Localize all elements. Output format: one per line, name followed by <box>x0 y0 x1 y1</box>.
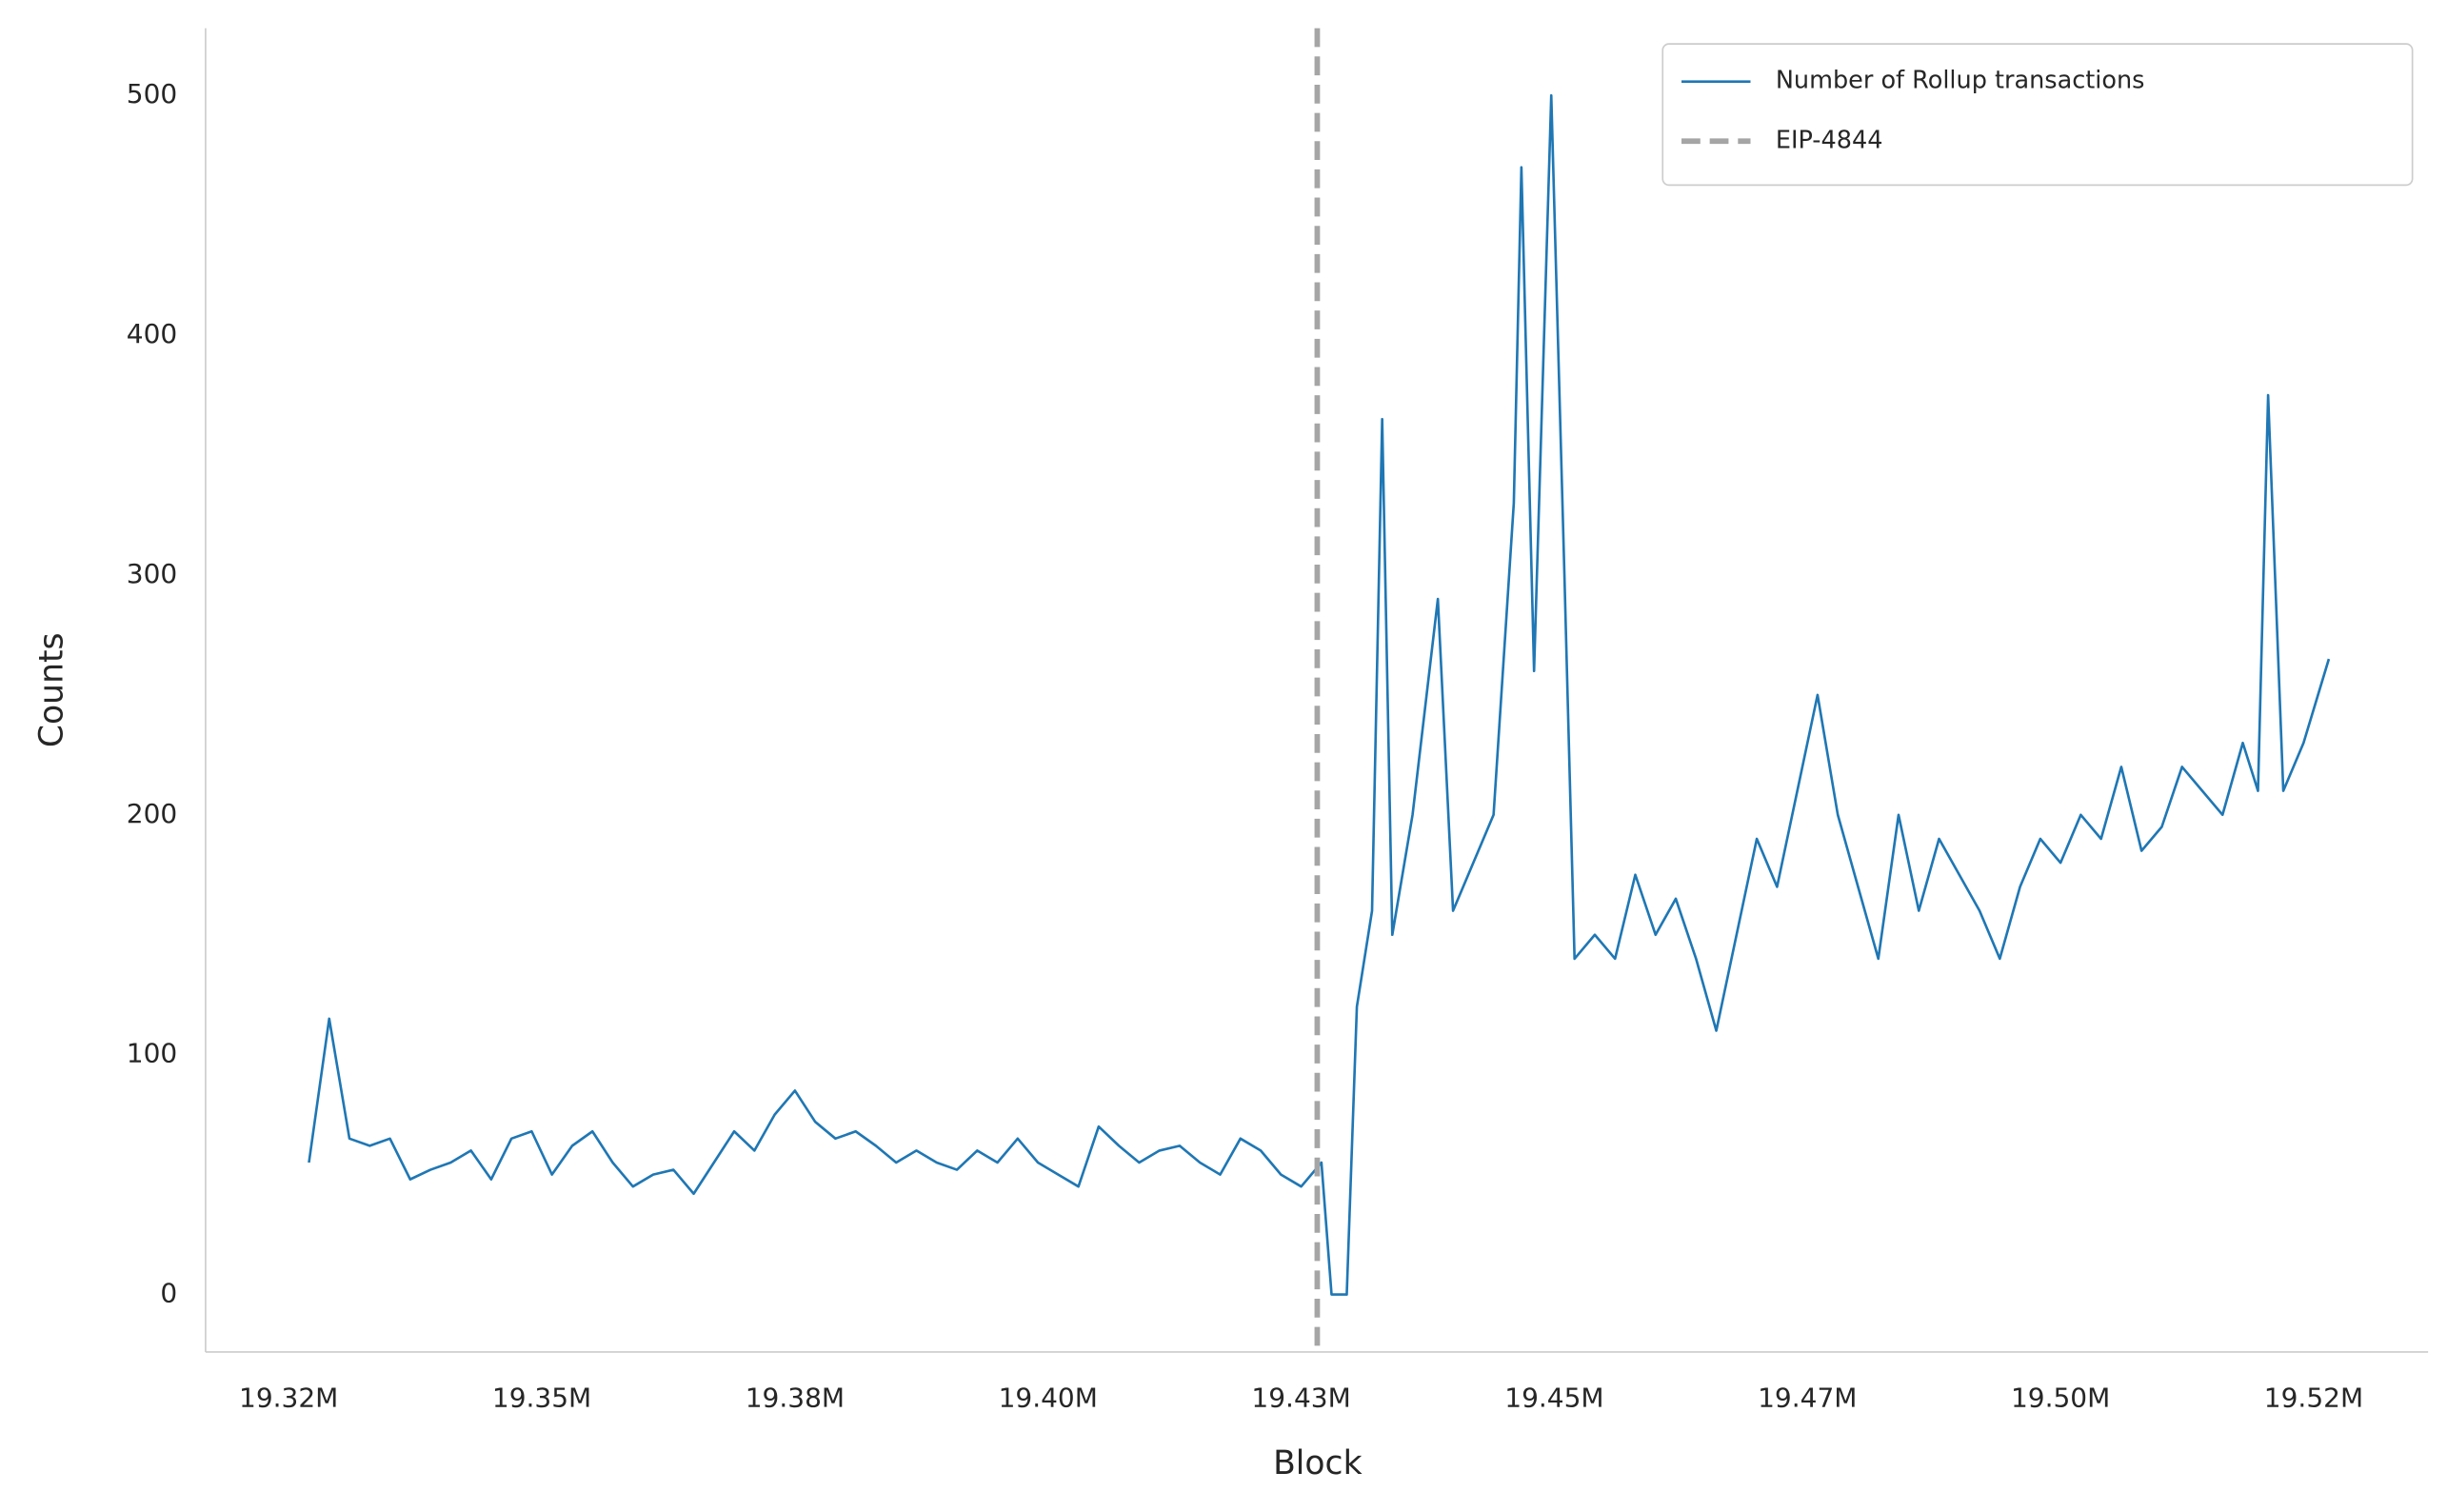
x-tick-label: 19.32M <box>239 1382 338 1413</box>
legend-label: EIP-4844 <box>1776 126 1883 154</box>
y-tick-label: 200 <box>127 798 177 829</box>
x-tick-label: 19.52M <box>2264 1382 2363 1413</box>
y-axis-label: Counts <box>33 632 71 747</box>
y-tick-label: 400 <box>127 318 177 349</box>
x-tick-label: 19.43M <box>1251 1382 1350 1413</box>
legend-box <box>1661 43 2414 187</box>
x-tick-label: 19.47M <box>1758 1382 1857 1413</box>
y-tick-label: 0 <box>160 1278 177 1309</box>
y-tick-label: 500 <box>127 78 177 109</box>
x-tick-label: 19.40M <box>999 1382 1098 1413</box>
x-tick-label: 19.35M <box>492 1382 591 1413</box>
y-tick-label: 300 <box>127 558 177 589</box>
legend-label: Number of Rollup transactions <box>1776 67 2145 95</box>
x-tick-label: 19.50M <box>2011 1382 2110 1413</box>
x-axis-label: Block <box>1273 1444 1363 1482</box>
x-tick-label: 19.45M <box>1504 1382 1603 1413</box>
data-line <box>308 93 2331 1296</box>
x-tick-label: 19.38M <box>746 1382 845 1413</box>
y-tick-label: 100 <box>127 1038 177 1069</box>
